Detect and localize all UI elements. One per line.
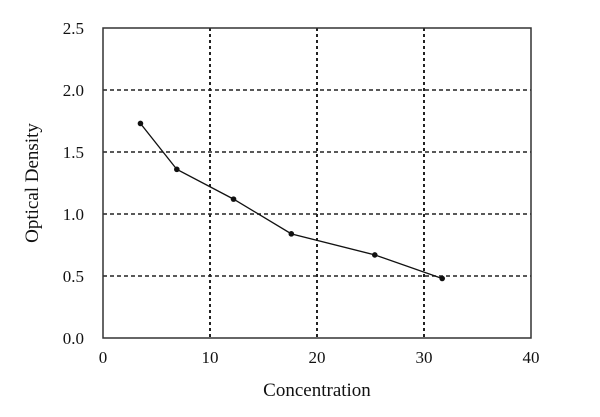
data-point	[439, 275, 445, 282]
y-tick-label: 2.0	[63, 81, 84, 100]
y-tick-label: 1.5	[63, 143, 84, 162]
x-tick-label: 20	[309, 348, 326, 367]
data-point	[288, 231, 295, 237]
y-axis-label: Optical Density	[22, 123, 43, 243]
plot-frame	[102, 27, 532, 339]
x-tick-label: 10	[202, 348, 219, 367]
gridlines	[103, 28, 531, 338]
data-point	[230, 196, 237, 202]
x-tick-label: 30	[416, 348, 433, 367]
tick-labels: 0 10 20 30 40 0.0 0.5 1.0 1.5 2.0 2.5	[63, 19, 540, 367]
x-axis-label: Concentration	[263, 380, 371, 401]
y-tick-label: 0.5	[63, 267, 84, 286]
y-tick-label: 1.0	[63, 205, 84, 224]
x-tick-label: 40	[523, 348, 540, 367]
data-point	[174, 166, 180, 173]
data-point	[371, 252, 378, 258]
series-line	[139, 123, 443, 280]
data-point	[137, 120, 144, 127]
y-tick-label: 0.0	[63, 329, 84, 348]
y-tick-label: 2.5	[63, 19, 84, 38]
data-series	[137, 120, 445, 282]
x-tick-label: 0	[99, 348, 108, 367]
